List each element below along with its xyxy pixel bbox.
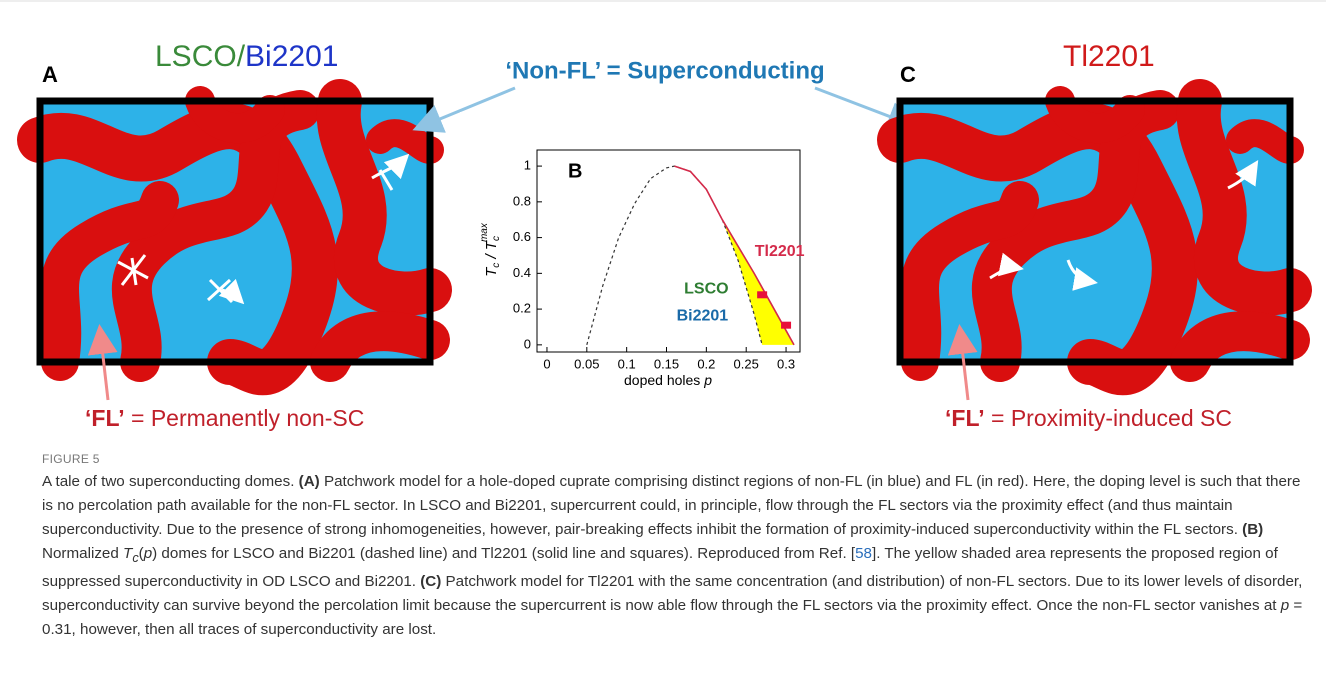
annotation: Bi2201 [677,307,729,324]
decoration [41,181,179,381]
x-tick-label: 0.05 [574,356,599,371]
decoration [971,90,1180,382]
caption-run: (C) [420,573,442,591]
pointer-arrow [947,324,978,401]
caption-run: A tale of two superconducting domes. [42,473,299,490]
decoration [371,153,410,180]
panel-letter: A [42,62,58,87]
title-part: Bi2201 [245,40,338,73]
caption-run: Normalized [42,545,124,562]
caption-tail: = Permanently non-SC [125,405,365,431]
panel-caption: ‘FL’ = Proximity-induced SC [945,405,1232,431]
x-axis-label: doped holes p [624,372,712,388]
caption-run: ]. The yellow shaded area represents the… [42,545,1278,591]
decoration [989,159,1259,291]
title-part: / [237,40,246,73]
y-tick-label: 1 [524,158,531,173]
plot-frame [536,149,801,353]
panel-caption: ‘FL’ = Permanently non-SC [85,405,364,431]
decoration [111,90,320,382]
x-tick-label: 0.15 [654,356,679,371]
title-part: LSCO [155,40,237,73]
caption-run: ( [138,545,144,562]
suppressed-region [674,166,795,345]
x-tick-label: 0.1 [618,356,636,371]
decoration [896,97,1294,366]
decoration [366,119,444,164]
figure: A LSCO/Bi2201 ‘FL’ = Permanently non-SC … [0,0,1326,431]
decoration [901,181,1039,381]
decoration [989,252,1024,280]
decoration [117,153,410,305]
center-label: ‘Non-FL’ = Superconducting [505,57,824,84]
annotation: LSCO [684,281,728,298]
y-axis-label: Tc / Tcmax [479,222,502,277]
decoration [1066,259,1098,291]
decoration [117,254,149,286]
decoration [185,86,285,144]
y-tick-label: 0.2 [513,301,531,316]
panel-letter: B [568,160,582,182]
data-point [781,321,792,329]
figure-label: FIGURE 5 [42,452,100,466]
patchwork-a [17,79,452,396]
x-tick-label: 0.2 [697,356,715,371]
caption-run: ) domes for LSCO and Bi2201 (dashed line… [152,545,856,562]
annotation: Tl2201 [755,243,805,260]
patchwork-c [877,79,1312,396]
decoration [1226,119,1304,164]
x-label-text: doped holes [624,372,704,388]
y-label-part: T [483,266,500,277]
chart: B doped holes p Tc / Tcmax 0 0.05 0.1 0.15 0… [460,112,820,402]
panel-title: Tl2201 [1063,40,1155,73]
y-label-part: c [491,263,502,268]
decoration [1227,159,1259,190]
decoration [1176,79,1312,316]
decoration [378,169,394,191]
caption-run: Patchwork model for Tl2201 with the same… [42,573,1303,615]
decoration [36,97,434,366]
caption-run: Patchwork model for a hole-doped cuprate… [42,473,1301,538]
panel-title: LSCO/Bi2201 [155,40,338,73]
caption-head: ‘FL’ [85,405,125,431]
caption-run: c [132,551,139,566]
pointer-arrow [412,86,516,133]
reference-link[interactable]: 58 [855,545,873,562]
y-tick-label: 0.4 [513,265,531,280]
caption-run: p [1280,597,1290,615]
y-tick-label: 0.6 [513,229,531,244]
x-tick-label: 0.3 [777,356,795,371]
caption-run: T [123,545,133,562]
decoration [316,79,452,316]
caption-run: p [143,545,153,562]
x-label-var: p [703,372,712,388]
curve [586,165,763,346]
curve [674,165,795,346]
y-tick-label: 0.8 [513,193,531,208]
y-label-part: / T [483,239,500,263]
chart-background [460,112,820,402]
y-label-part: c [491,236,502,241]
x-tick-label: 0.25 [734,356,759,371]
caption-head: ‘FL’ [945,405,985,431]
x-tick-label: 0 [543,356,550,371]
figure-caption: FIGURE 5 A tale of two superconducting d… [42,452,1304,642]
y-tick-label: 0 [524,336,531,351]
caption-run: (A) [298,473,320,490]
decoration [310,311,450,382]
data-point [757,291,768,299]
decoration [218,278,245,305]
caption-tail: = Proximity-induced SC [985,405,1232,431]
panel-letter: C [900,62,916,87]
decoration [1045,86,1145,144]
pointer-arrow [87,324,118,401]
caption-text: A tale of two superconducting domes. (A)… [42,470,1304,642]
caption-run: (B) [1242,521,1264,538]
decoration [1170,311,1310,382]
y-label-part: max [479,222,490,242]
caption-run: = 0.31, however, then all traces of supe… [42,597,1303,639]
